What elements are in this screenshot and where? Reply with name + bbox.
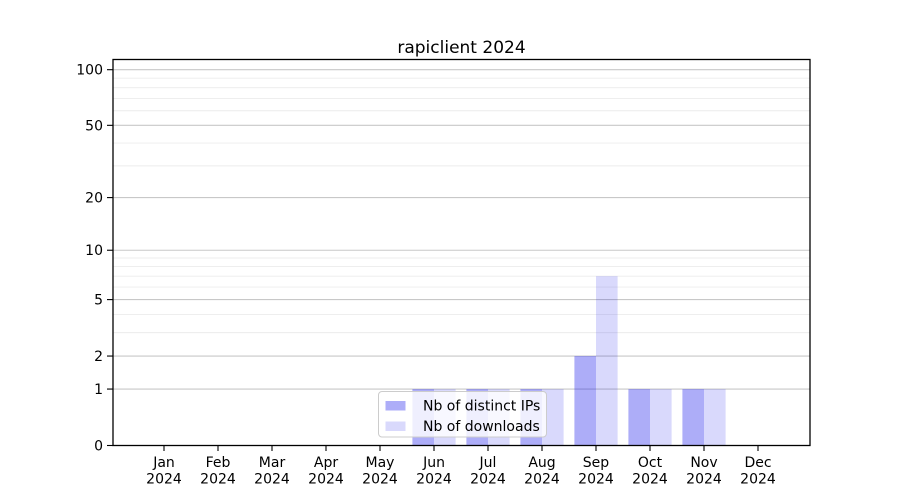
x-tick-label-month: Aug: [528, 455, 555, 471]
legend-swatch-distinct-ips: [385, 401, 406, 411]
y-tick-label: 5: [94, 293, 103, 309]
legend-label-distinct-ips: Nb of distinct IPs: [423, 399, 540, 415]
y-tick-label: 100: [76, 63, 103, 79]
legend-swatch-downloads: [385, 421, 406, 431]
x-tick-label-year: 2024: [578, 472, 614, 488]
y-axis-labels: 0 1 2 5 10 20 50 100: [76, 63, 103, 455]
x-tick-label-year: 2024: [308, 472, 344, 488]
minor-gridlines: [113, 77, 810, 334]
y-tick-label: 50: [85, 118, 103, 134]
x-tick-label-month: Apr: [314, 455, 338, 471]
x-tick-label-month: Jan: [152, 455, 175, 471]
x-tick-label-month: Jun: [422, 455, 445, 471]
chart-title: rapiclient 2024: [397, 38, 525, 58]
x-tick-label-month: Jul: [479, 455, 497, 471]
legend: Nb of distinct IPs Nb of downloads: [378, 391, 547, 438]
x-tick-label-year: 2024: [632, 472, 668, 488]
x-tick-label-year: 2024: [362, 472, 398, 488]
y-axis-ticks: [107, 69, 113, 447]
y-tick-label: 2: [94, 349, 103, 365]
bar: [704, 389, 726, 446]
x-axis-ticks: [163, 445, 759, 451]
bar: [682, 389, 704, 446]
major-gridlines: [113, 69, 810, 390]
y-tick-label: 20: [85, 191, 103, 207]
x-tick-label-year: 2024: [416, 472, 452, 488]
x-tick-label-month: May: [366, 455, 395, 471]
x-tick-label-month: Feb: [206, 455, 231, 471]
legend-label-downloads: Nb of downloads: [423, 419, 540, 435]
x-tick-label-month: Oct: [638, 455, 663, 471]
x-tick-label-month: Mar: [259, 455, 286, 471]
x-axis-labels: Jan2024Feb2024Mar2024Apr2024May2024Jun20…: [146, 455, 776, 488]
bar: [628, 389, 650, 446]
x-tick-label-year: 2024: [740, 472, 776, 488]
x-tick-label-year: 2024: [200, 472, 236, 488]
bar: [542, 389, 564, 446]
x-tick-label-year: 2024: [146, 472, 182, 488]
plot-frame: [112, 58, 811, 447]
x-tick-label-year: 2024: [686, 472, 722, 488]
bar: [574, 356, 596, 446]
x-tick-label-month: Dec: [744, 455, 771, 471]
legend-box: [378, 391, 547, 438]
x-tick-label-year: 2024: [524, 472, 560, 488]
x-tick-label-month: Nov: [690, 455, 717, 471]
x-tick-label-year: 2024: [470, 472, 506, 488]
bar: [596, 276, 618, 446]
y-tick-label: 1: [94, 382, 103, 398]
x-tick-label-year: 2024: [254, 472, 290, 488]
y-tick-label: 10: [85, 243, 103, 259]
x-tick-label-month: Sep: [583, 455, 610, 471]
y-tick-label: 0: [94, 439, 103, 455]
bar: [650, 389, 672, 446]
